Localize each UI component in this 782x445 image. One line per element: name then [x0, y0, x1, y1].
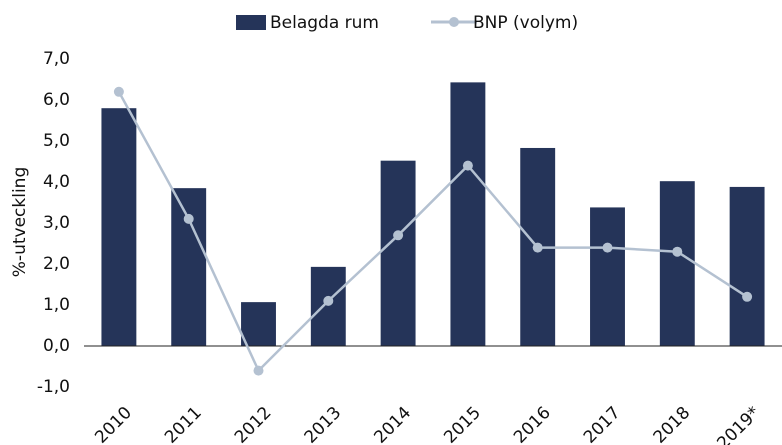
y-axis-label: %-utveckling: [10, 167, 30, 277]
bar: [310, 266, 346, 346]
y-tick-label: 5,0: [43, 131, 70, 151]
y-tick-label: 4,0: [43, 172, 70, 192]
bar: [590, 207, 625, 346]
y-tick-label: 2,0: [43, 254, 70, 274]
line-point: [323, 295, 334, 306]
line-point: [393, 230, 404, 241]
x-tick-label: 2013: [301, 403, 346, 445]
line-point: [672, 246, 683, 257]
legend-swatch: [236, 15, 266, 30]
x-tick-label: 2015: [440, 403, 485, 445]
bar: [450, 82, 486, 347]
bar: [241, 302, 276, 346]
bar: [380, 160, 416, 346]
bar: [659, 181, 695, 346]
y-tick-label: 1,0: [43, 295, 70, 315]
y-tick-label: -1,0: [37, 377, 70, 397]
x-tick-label: 2018: [650, 403, 695, 445]
line-point: [602, 242, 613, 253]
line-point: [183, 213, 194, 224]
y-tick-label: 3,0: [43, 213, 70, 233]
x-tick-label: 2014: [370, 403, 415, 445]
legend-swatch: [449, 17, 459, 27]
x-tick-label: 2010: [91, 403, 136, 445]
bar: [101, 108, 137, 346]
line-point: [253, 365, 264, 376]
legend-label: BNP (volym): [473, 13, 578, 33]
x-tick-label: 2017: [580, 403, 625, 445]
line-point: [532, 242, 543, 253]
line: [117, 91, 748, 373]
x-tick-label: 2012: [231, 403, 276, 445]
bar: [729, 186, 765, 346]
line-point: [462, 160, 473, 171]
x-tick-label: 2016: [510, 403, 555, 445]
bar: [171, 188, 207, 346]
x-tick-label: 2019*: [713, 403, 764, 445]
x-tick-label: 2011: [161, 403, 206, 445]
line-point: [742, 291, 753, 302]
y-tick-label: 7,0: [43, 49, 70, 69]
y-tick-label: 0,0: [43, 336, 70, 356]
y-tick-label: 6,0: [43, 90, 70, 110]
legend-label: Belagda rum: [270, 13, 379, 33]
line-point: [113, 86, 124, 97]
